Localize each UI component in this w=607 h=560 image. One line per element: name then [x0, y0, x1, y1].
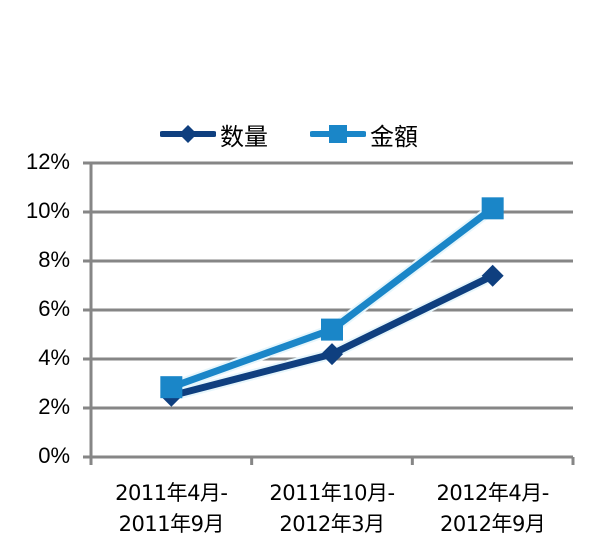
- legend-label-quantity: 数量: [220, 122, 268, 151]
- gridlines: [91, 161, 573, 410]
- y-tick-label: 8%: [38, 247, 70, 272]
- legend-item-quantity: 数量: [160, 117, 268, 152]
- chart-legend: 数量 金額: [160, 114, 418, 154]
- x-category-label-line: 2012年3月: [279, 512, 385, 536]
- diamond-marker-icon: [321, 343, 343, 366]
- square-marker-icon: [310, 125, 366, 143]
- y-tick-label: 4%: [38, 345, 70, 370]
- square-marker-icon: [481, 197, 504, 220]
- y-tick-label: 6%: [38, 296, 70, 321]
- square-marker-icon: [160, 376, 183, 399]
- x-category-label-line: 2011年9月: [118, 512, 225, 536]
- square-marker-icon: [321, 318, 343, 341]
- legend-label-amount: 金額: [370, 122, 418, 151]
- x-category-label: 2011年4月- 2011年9月: [91, 478, 251, 540]
- x-category-label-line: 2012年4月-: [436, 481, 549, 505]
- x-category-label-line: 2011年10月-: [269, 481, 395, 505]
- diamond-marker-icon: [481, 264, 504, 287]
- x-category-label: 2012年4月- 2012年9月: [413, 478, 573, 540]
- x-category-label: 2011年10月- 2012年3月: [252, 478, 412, 540]
- y-tick-label: 10%: [25, 198, 70, 223]
- y-tick-label: 2%: [38, 394, 70, 419]
- diamond-marker-icon: [160, 125, 216, 143]
- y-tick-label: 0%: [38, 443, 70, 468]
- series-group: [160, 197, 504, 407]
- axes: [83, 161, 575, 465]
- x-category-label-line: 2012年9月: [440, 512, 546, 536]
- legend-item-amount: 金額: [310, 117, 418, 152]
- series-amount: [160, 197, 504, 399]
- y-tick-label: 12%: [25, 149, 70, 174]
- x-category-label-line: 2011年4月-: [115, 481, 228, 505]
